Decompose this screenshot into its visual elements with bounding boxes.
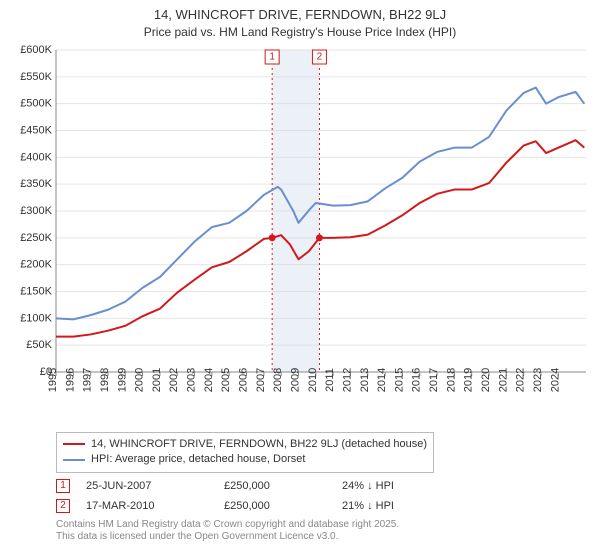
legend-item: 14, WHINCROFT DRIVE, FERNDOWN, BH22 9LJ … [63, 437, 427, 452]
sale-price: £250,000 [224, 500, 334, 512]
svg-text:2024: 2024 [549, 367, 561, 391]
svg-text:£150K: £150K [20, 285, 52, 297]
svg-text:2020: 2020 [480, 367, 492, 391]
svg-text:2014: 2014 [376, 367, 388, 391]
svg-text:2: 2 [317, 51, 323, 62]
svg-text:2002: 2002 [168, 367, 180, 391]
svg-text:2009: 2009 [289, 367, 301, 391]
title-line2: Price paid vs. HM Land Registry's House … [10, 24, 590, 40]
svg-text:2010: 2010 [307, 367, 319, 391]
sale-marker: 1 [56, 479, 70, 493]
sale-price: £250,000 [224, 480, 334, 492]
sale-delta: 24% ↓ HPI [342, 480, 452, 492]
chart-title: 14, WHINCROFT DRIVE, FERNDOWN, BH22 9LJ … [10, 6, 590, 40]
svg-text:£500K: £500K [20, 97, 52, 109]
svg-text:£600K: £600K [20, 44, 52, 56]
svg-text:2017: 2017 [428, 367, 440, 391]
svg-text:£400K: £400K [20, 151, 52, 163]
svg-text:£250K: £250K [20, 232, 52, 244]
footer-attribution: Contains HM Land Registry data © Crown c… [56, 519, 590, 544]
footer-line1: Contains HM Land Registry data © Crown c… [56, 519, 590, 532]
svg-text:2022: 2022 [515, 367, 527, 391]
svg-text:2021: 2021 [497, 367, 509, 391]
svg-text:£50K: £50K [26, 339, 52, 351]
svg-text:2004: 2004 [203, 367, 215, 391]
svg-text:2016: 2016 [411, 367, 423, 391]
svg-text:2012: 2012 [341, 367, 353, 391]
legend-label: 14, WHINCROFT DRIVE, FERNDOWN, BH22 9LJ … [91, 437, 427, 452]
svg-text:1: 1 [269, 51, 275, 62]
svg-text:2005: 2005 [220, 367, 232, 391]
svg-text:£550K: £550K [20, 71, 52, 83]
line-chart: £0£50K£100K£150K£200K£250K£300K£350K£400… [10, 44, 590, 424]
sale-delta: 21% ↓ HPI [342, 500, 452, 512]
title-line1: 14, WHINCROFT DRIVE, FERNDOWN, BH22 9LJ [10, 6, 590, 24]
sale-row: 1 25-JUN-2007 £250,000 24% ↓ HPI [56, 479, 590, 493]
legend: 14, WHINCROFT DRIVE, FERNDOWN, BH22 9LJ … [56, 432, 434, 473]
svg-text:£450K: £450K [20, 124, 52, 136]
svg-text:2013: 2013 [359, 367, 371, 391]
svg-text:2001: 2001 [151, 367, 163, 391]
sale-row: 2 17-MAR-2010 £250,000 21% ↓ HPI [56, 499, 590, 513]
svg-text:2015: 2015 [393, 367, 405, 391]
chart-area: £0£50K£100K£150K£200K£250K£300K£350K£400… [10, 44, 590, 424]
svg-text:1996: 1996 [64, 367, 76, 391]
svg-text:2003: 2003 [186, 367, 198, 391]
sale-marker: 2 [56, 499, 70, 513]
sale-date: 25-JUN-2007 [86, 480, 216, 492]
legend-item: HPI: Average price, detached house, Dors… [63, 452, 427, 467]
svg-text:1999: 1999 [116, 367, 128, 391]
legend-label: HPI: Average price, detached house, Dors… [91, 452, 305, 467]
svg-text:2011: 2011 [324, 368, 336, 392]
svg-text:2018: 2018 [445, 367, 457, 391]
legend-swatch [63, 443, 85, 445]
svg-text:2023: 2023 [532, 367, 544, 391]
svg-text:£200K: £200K [20, 258, 52, 270]
svg-text:£100K: £100K [20, 312, 52, 324]
svg-text:2006: 2006 [238, 367, 250, 391]
svg-text:1998: 1998 [99, 367, 111, 391]
svg-text:2019: 2019 [463, 367, 475, 391]
sale-date: 17-MAR-2010 [86, 500, 216, 512]
legend-swatch [63, 459, 85, 461]
svg-text:£350K: £350K [20, 178, 52, 190]
svg-text:1995: 1995 [47, 367, 59, 391]
svg-text:2007: 2007 [255, 367, 267, 391]
sales-table: 1 25-JUN-2007 £250,000 24% ↓ HPI 2 17-MAR-201… [56, 479, 590, 513]
svg-text:£300K: £300K [20, 205, 52, 217]
svg-text:2000: 2000 [134, 367, 146, 391]
svg-text:1997: 1997 [82, 367, 94, 391]
svg-text:2008: 2008 [272, 367, 284, 391]
footer-line2: This data is licensed under the Open Gov… [56, 531, 590, 544]
